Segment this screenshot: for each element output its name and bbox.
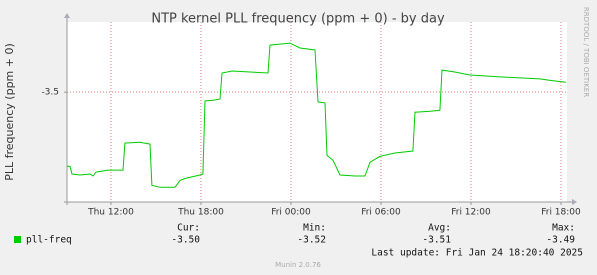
x-tick-label: Fri 12:00 [451, 208, 491, 218]
y-tick-label: -3.5 [41, 88, 59, 98]
footer: Munin 2.0.76 [275, 261, 321, 269]
side-text: RRDTOOL / TOBI OETIKER [582, 7, 590, 97]
stat-value: -3.51 [422, 235, 451, 246]
plot-area [67, 22, 567, 202]
x-axis-arrow [572, 199, 577, 205]
x-tick-label: Fri 18:00 [541, 208, 581, 218]
stat-label: Avg: [428, 223, 451, 234]
y-axis-arrow [64, 13, 70, 18]
stat-value: -3.49 [546, 235, 575, 246]
data-line [67, 42, 566, 188]
legend-swatch [14, 236, 21, 243]
stat-label: Cur: [177, 223, 200, 234]
stat-label: Max: [552, 223, 575, 234]
x-tick-label: Fri 06:00 [361, 208, 401, 218]
last-update: Last update: Fri Jan 24 18:20:40 2025 [371, 248, 583, 259]
stat-value: -3.52 [297, 235, 326, 246]
x-tick-label: Fri 00:00 [271, 208, 311, 218]
y-axis-label: PLL frequency (ppm + 0) [3, 43, 16, 181]
chart-title: NTP kernel PLL frequency (ppm + 0) - by … [151, 12, 445, 27]
stat-value: -3.50 [171, 235, 200, 246]
x-tick-label: Thu 18:00 [177, 208, 224, 218]
legend-label: pll-freq [26, 235, 72, 246]
stat-label: Min: [303, 223, 326, 234]
x-tick-label: Thu 12:00 [87, 208, 134, 218]
